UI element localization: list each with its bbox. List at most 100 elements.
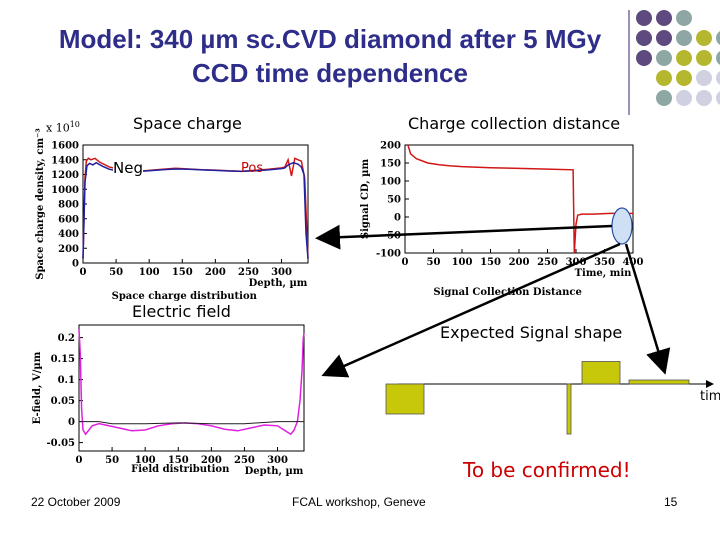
electric-field-xtick-label: 150 — [168, 455, 189, 466]
footer-event: FCAL workshop, Geneve — [292, 495, 426, 509]
electric-field-xtick-label: 100 — [135, 455, 156, 466]
space-charge-xtick-label: 50 — [109, 267, 123, 278]
multiplier-exponent: 10 — [69, 120, 80, 129]
page-number: 15 — [664, 495, 678, 509]
electric-field-xlabel: Depth, µm — [245, 466, 304, 477]
signal-bar-after-1 — [581, 361, 621, 385]
decor-dot — [676, 70, 692, 86]
slide-title: Model: 340 µm sc.CVD diamond after 5 MGy… — [20, 22, 640, 90]
space-charge-ytick-label: 800 — [58, 200, 79, 211]
space-charge-ytick-label: 1600 — [51, 141, 79, 152]
space-charge-title: Space charge distribution — [112, 291, 258, 302]
electric-field-ylabel: E-field, V/µm — [32, 351, 43, 424]
arrow-to-electric-field — [321, 242, 621, 378]
charge-collection-distance-xtick-label: 0 — [402, 257, 409, 268]
electric-field-ytick-label: 0 — [68, 417, 75, 428]
space-charge-ytick-label: 600 — [58, 214, 79, 225]
decor-dot — [696, 30, 712, 46]
space-charge-ytick-label: 1000 — [51, 185, 79, 196]
title-divider — [628, 10, 630, 115]
decor-dot — [716, 90, 720, 106]
decor-dot — [656, 10, 672, 26]
charge-collection-distance-xlabel: Time, min — [575, 268, 633, 279]
space-charge-xtick-label: 100 — [139, 267, 160, 278]
decor-dot — [696, 90, 712, 106]
ccd-label: Charge collection distance — [408, 114, 621, 133]
space-charge-ytick-label: 1200 — [51, 170, 79, 181]
charge-collection-distance-ytick-label: 200 — [380, 141, 401, 152]
footer-date: 22 October 2009 — [31, 495, 121, 509]
charge-collection-distance-xtick-label: 50 — [427, 257, 441, 268]
electric-field-xtick-label: 200 — [201, 455, 222, 466]
space-charge-xlabel: Depth, µm — [249, 278, 308, 289]
electric-field-label: Electric field — [132, 302, 231, 321]
charge-collection-distance-ytick-label: -100 — [376, 249, 401, 260]
electric-field-ytick-label: 0.1 — [58, 375, 75, 386]
charge-collection-distance-ylabel: Signal CD, µm — [360, 158, 371, 239]
space-charge-series-measured — [82, 161, 309, 259]
title-line-2: CCD time dependence — [192, 58, 468, 88]
decor-dot — [716, 50, 720, 66]
arrow-to-signal — [624, 243, 671, 375]
to-be-confirmed-note: To be confirmed! — [463, 458, 631, 482]
decor-dot — [656, 90, 672, 106]
decor-dot — [676, 50, 692, 66]
decor-dot — [676, 30, 692, 46]
charge-collection-distance-ytick-label: 0 — [394, 213, 401, 224]
space-charge-xtick-label: 250 — [238, 267, 259, 278]
space-charge-xtick-label: 200 — [205, 267, 226, 278]
electric-field-ytick-label: 0.05 — [51, 396, 75, 407]
electric-field-title: Field distribution — [131, 464, 230, 475]
space-charge-ytick-label: 400 — [58, 229, 79, 240]
charge-collection-distance-frame — [404, 144, 634, 254]
space-charge-label: Space charge — [133, 114, 242, 133]
decor-dot — [716, 30, 720, 46]
decor-dot — [636, 10, 652, 26]
decor-dot — [676, 10, 692, 26]
electric-field-frame — [78, 324, 305, 452]
electric-field-xtick-label: 250 — [234, 455, 255, 466]
multiplier-base: x 10 — [46, 121, 70, 135]
neg-label: Neg — [113, 159, 143, 177]
decor-dot — [636, 30, 652, 46]
electric-field-xtick-label: 300 — [267, 455, 288, 466]
decor-dot — [696, 50, 712, 66]
expected-signal-label: Expected Signal shape — [440, 323, 623, 342]
highlight-ellipse — [611, 207, 633, 245]
title-line-1: Model: 340 µm sc.CVD diamond after 5 MGy — [58, 24, 602, 54]
electric-field-xtick-label: 50 — [105, 455, 119, 466]
space-charge-xtick-label: 150 — [172, 267, 193, 278]
arrow-to-space-charge — [315, 224, 613, 250]
space-charge-ylabel: Space charge density, cm⁻³ — [35, 128, 46, 279]
charge-collection-distance-xtick-label: 100 — [452, 257, 473, 268]
decor-dot — [696, 70, 712, 86]
electric-field-ytick-label: -0.05 — [46, 438, 75, 449]
charge-collection-distance-series-ccd — [407, 144, 633, 254]
space-charge-ytick-label: 200 — [58, 244, 79, 255]
charge-collection-distance-xtick-label: 250 — [537, 257, 558, 268]
electric-field-series-field-ref — [79, 421, 304, 425]
space-charge-ytick-label: 1400 — [51, 155, 79, 166]
decor-dot — [716, 70, 720, 86]
signal-bar-before — [385, 383, 425, 415]
charge-collection-distance-ytick-label: 150 — [380, 159, 401, 170]
decor-dot — [656, 70, 672, 86]
charge-collection-distance-xtick-label: 150 — [480, 257, 501, 268]
decor-dot — [676, 90, 692, 106]
electric-field-ytick-label: 0.2 — [58, 333, 75, 344]
space-charge-xtick-label: 0 — [80, 267, 87, 278]
electric-field-xtick-label: 0 — [76, 455, 83, 466]
electric-field-ytick-label: 0.15 — [51, 354, 75, 365]
space-charge-ytick-label: 0 — [72, 259, 79, 270]
time-axis-label: time — [700, 389, 720, 404]
charge-collection-distance-ytick-label: 50 — [387, 195, 401, 206]
signal-bar-after-2 — [628, 379, 690, 385]
space-charge-multiplier: x 1010 — [46, 120, 80, 135]
charge-collection-distance-xtick-label: 350 — [594, 257, 615, 268]
electric-field-series-field-model — [78, 329, 305, 436]
signal-bar-drop — [566, 383, 572, 435]
decor-dot — [656, 30, 672, 46]
space-charge-xtick-label: 300 — [271, 267, 292, 278]
charge-collection-distance-ytick-label: 100 — [380, 177, 401, 188]
